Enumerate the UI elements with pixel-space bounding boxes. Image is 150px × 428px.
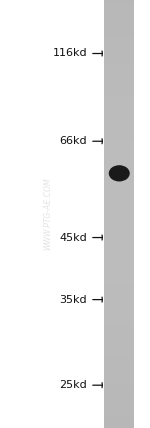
Bar [104, 202, 134, 209]
Bar [104, 352, 134, 359]
Bar [104, 42, 134, 48]
Bar [104, 304, 134, 310]
Bar [104, 342, 134, 348]
Bar [104, 26, 134, 32]
Bar [104, 406, 134, 412]
Bar [104, 315, 134, 321]
Bar [104, 138, 134, 145]
Text: 66kd: 66kd [59, 136, 87, 146]
Bar [104, 282, 134, 289]
Bar [104, 358, 134, 364]
Bar [104, 187, 134, 193]
Bar [104, 363, 134, 369]
Bar [104, 90, 134, 96]
Bar [104, 133, 134, 139]
Bar [104, 197, 134, 203]
Bar [104, 58, 134, 64]
Bar [104, 299, 134, 305]
Bar [104, 395, 134, 401]
Bar [134, 0, 150, 428]
Bar [104, 208, 134, 214]
Bar [104, 80, 134, 86]
Bar [104, 63, 134, 70]
Bar [104, 37, 134, 43]
Bar [104, 261, 134, 268]
Text: 45kd: 45kd [59, 232, 87, 243]
Bar [104, 10, 134, 16]
Bar [104, 267, 134, 273]
Bar [104, 122, 134, 128]
Bar [104, 277, 134, 283]
Bar [104, 144, 134, 150]
Text: 116kd: 116kd [52, 48, 87, 59]
Bar [104, 389, 134, 396]
Bar [104, 69, 134, 75]
Bar [104, 95, 134, 102]
Bar [104, 331, 134, 337]
Bar [104, 160, 134, 166]
Ellipse shape [109, 165, 130, 181]
Bar [104, 149, 134, 155]
Bar [104, 235, 134, 241]
Bar [104, 101, 134, 107]
Bar [104, 229, 134, 235]
Bar [104, 309, 134, 316]
Bar [104, 31, 134, 38]
Bar [104, 85, 134, 91]
Bar [104, 256, 134, 262]
Text: 35kd: 35kd [59, 294, 87, 305]
Bar [104, 176, 134, 182]
Bar [104, 368, 134, 374]
Bar [104, 5, 134, 11]
Bar [104, 401, 134, 407]
Bar [104, 218, 134, 225]
Bar [104, 224, 134, 230]
Bar [104, 213, 134, 219]
Bar [104, 170, 134, 176]
Bar [104, 320, 134, 327]
Bar [104, 0, 134, 5]
Bar [104, 416, 134, 423]
Bar [104, 250, 134, 257]
Bar [104, 379, 134, 385]
Bar [104, 48, 134, 54]
Bar [104, 53, 134, 59]
Bar [104, 272, 134, 278]
Bar [104, 74, 134, 80]
Bar [104, 325, 134, 332]
Bar [104, 165, 134, 171]
Bar [104, 374, 134, 380]
Bar [104, 288, 134, 294]
Bar [104, 422, 134, 428]
Bar [104, 411, 134, 417]
Bar [104, 15, 134, 21]
Bar [104, 384, 134, 390]
Bar [104, 106, 134, 112]
Text: 25kd: 25kd [59, 380, 87, 390]
Bar [104, 181, 134, 187]
Bar [104, 117, 134, 123]
Text: WWW.PTG-AE.COM: WWW.PTG-AE.COM [44, 178, 52, 250]
Bar [104, 347, 134, 353]
Bar [104, 112, 134, 118]
Bar [104, 155, 134, 160]
Bar [104, 21, 134, 27]
Bar [104, 336, 134, 342]
Bar [104, 128, 134, 134]
Bar [104, 192, 134, 198]
Bar [104, 245, 134, 252]
Bar [104, 240, 134, 246]
Bar [104, 294, 134, 300]
